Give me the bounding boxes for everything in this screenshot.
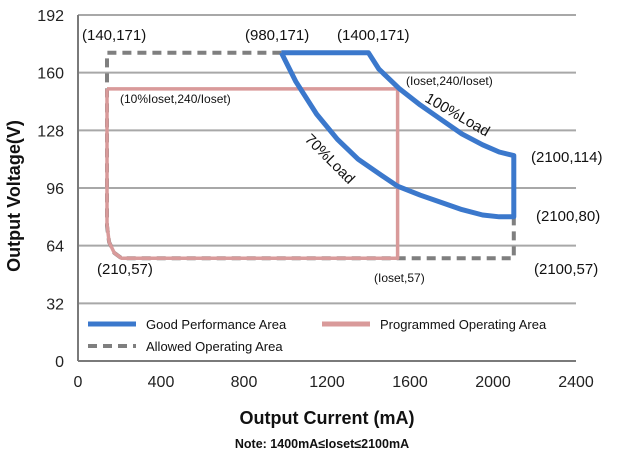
annotation-2: (1400,171): [337, 27, 410, 44]
annotation-5: (2100,114): [531, 149, 602, 166]
y-tick-label-4: 128: [37, 123, 64, 140]
y-tick-label-5: 160: [37, 66, 64, 83]
annotation-8: (210,57): [97, 261, 153, 278]
y-tick-label-6: 192: [37, 8, 64, 25]
x-tick-label-3: 1200: [309, 374, 345, 391]
annotation-0: (140,171): [82, 27, 146, 44]
axes: [77, 15, 576, 362]
annotation-3: (Ioset,240/Ioset): [406, 74, 493, 88]
legend-label-0: Good Performance Area: [146, 317, 287, 332]
x-axis-title: Output Current (mA): [240, 408, 415, 428]
chart-note: Note: 1400mA≤Ioset≤2100mA: [235, 437, 409, 451]
annotation-6: (2100,80): [536, 208, 600, 225]
y-tick-label-1: 32: [46, 296, 64, 313]
y-tick-label-2: 64: [46, 239, 64, 256]
x-tick-label-1: 400: [148, 374, 175, 391]
legend: Good Performance Area Programmed Operatin…: [88, 317, 547, 354]
series-allowed-operating-area: [105, 50, 516, 261]
series-programmed-operating-area: [105, 87, 400, 261]
series-layer: [105, 50, 517, 261]
tick-labels: 0 400 800 1200 1600 2000 2400 0 32 64 96 128 160 192: [37, 8, 594, 391]
annotation-1: (980,171): [245, 27, 309, 44]
x-tick-label-6: 2400: [558, 374, 594, 391]
y-axis-title: Output Voltage(V): [4, 120, 24, 272]
annotations: (140,171) (980,171) (1400,171) (Ioset,240/I…: [82, 27, 602, 285]
curve-label-70-load: 70%Load: [301, 131, 358, 188]
legend-label-2: Allowed Operating Area: [146, 339, 283, 354]
annotation-9: (Ioset,57): [374, 271, 425, 285]
x-tick-label-5: 2000: [475, 374, 511, 391]
x-tick-label-2: 800: [231, 374, 258, 391]
x-tick-label-4: 1600: [392, 374, 428, 391]
y-tick-label-0: 0: [55, 354, 64, 371]
y-tick-label-3: 96: [46, 181, 64, 198]
annotation-7: (2100,57): [534, 261, 598, 278]
legend-label-1: Programmed Operating Area: [380, 317, 547, 332]
series-good-performance-area: [279, 50, 517, 220]
x-tick-label-0: 0: [74, 374, 83, 391]
grid-lines: [78, 14, 576, 305]
annotation-4: (10%Ioset,240/Ioset): [120, 92, 231, 106]
